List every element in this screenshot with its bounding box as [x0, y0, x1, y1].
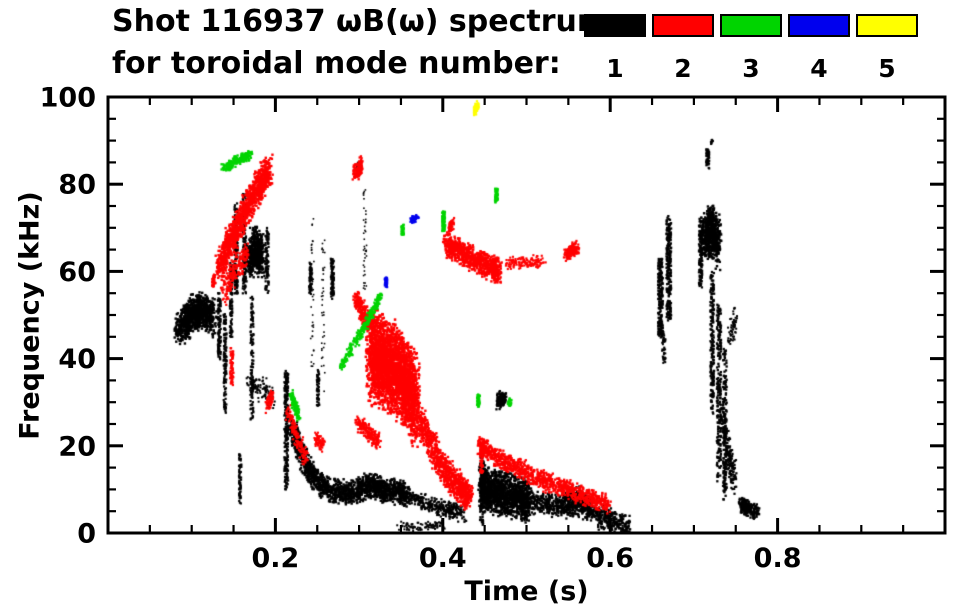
- legend-number-1: 1: [606, 54, 624, 83]
- x-tick-label: 0.6: [586, 543, 634, 574]
- legend-swatch-4: [788, 14, 850, 37]
- legend-number-2: 2: [674, 54, 692, 83]
- legend-swatch-2: [652, 14, 714, 37]
- x-tick-label: 0.8: [754, 543, 802, 574]
- y-tick-label: 20: [58, 431, 96, 462]
- x-axis-label: Time (s): [464, 576, 589, 607]
- y-tick-label: 0: [77, 518, 96, 549]
- legend-swatch-1: [584, 14, 646, 37]
- y-tick-label: 80: [58, 170, 96, 201]
- y-tick-label: 60: [58, 257, 96, 288]
- legend-number-4: 4: [810, 54, 828, 83]
- y-tick-label: 100: [40, 82, 96, 113]
- x-tick-label: 0.2: [251, 543, 299, 574]
- x-tick-label: 0.4: [419, 543, 467, 574]
- legend-number-3: 3: [742, 54, 760, 83]
- chart-title-line1: Shot 116937 ωB(ω) spectrum: [112, 4, 609, 39]
- spectrogram-canvas: [108, 97, 945, 533]
- y-tick-label: 40: [58, 344, 96, 375]
- y-axis-label: Frequency (kHz): [14, 191, 46, 440]
- legend-swatch-row: [584, 14, 918, 37]
- chart-title-line2: for toroidal mode number:: [112, 46, 561, 81]
- legend-swatch-5: [856, 14, 918, 37]
- legend-number-row: 1 2 3 4 5: [584, 54, 918, 83]
- legend-number-5: 5: [878, 54, 896, 83]
- legend-swatch-3: [720, 14, 782, 37]
